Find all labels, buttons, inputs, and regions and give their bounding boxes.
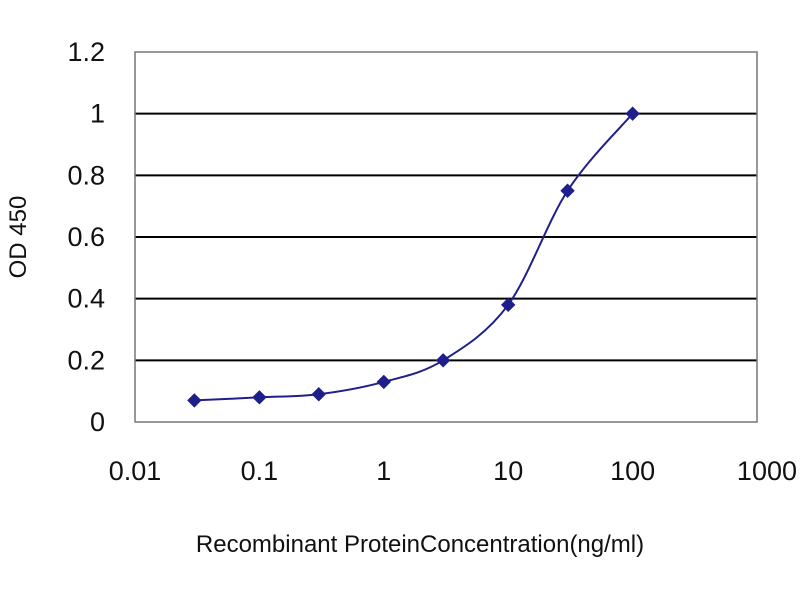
data-point-marker [560, 183, 575, 198]
y-tick-label: 0 [90, 407, 105, 437]
data-point-marker [252, 390, 267, 405]
data-point-marker [376, 374, 392, 390]
x-tick-label: 1 [376, 456, 391, 486]
data-point-marker [500, 297, 516, 313]
data-point-marker [625, 106, 640, 121]
y-tick-label: 1 [90, 99, 105, 129]
data-point-marker [435, 353, 451, 368]
data-series [187, 106, 640, 408]
x-axis-title: Recombinant ProteinConcentration(ng/ml) [196, 531, 644, 558]
x-tick-label: 0.01 [109, 456, 162, 486]
x-tick-label: 1000 [737, 456, 797, 486]
x-tick-label: 100 [610, 456, 655, 486]
plot-area [134, 51, 758, 423]
y-tick-label: 0.6 [67, 222, 105, 252]
y-tick-label: 0.8 [67, 160, 105, 190]
data-point-marker [187, 393, 202, 408]
axis-ticks: 0 0.2 0.4 0.6 0.8 1 1.2 0.01 0.1 1 10 100 1000 [67, 37, 797, 486]
x-tick-label: 0.1 [241, 456, 279, 486]
y-tick-label: 0.2 [67, 345, 105, 375]
gridlines [135, 112, 757, 362]
x-tick-label: 10 [493, 456, 523, 486]
data-point-marker [311, 387, 326, 402]
y-tick-label: 1.2 [67, 37, 105, 67]
series-line [194, 113, 634, 402]
y-tick-label: 0.4 [67, 284, 105, 314]
y-axis-title: OD 450 [5, 196, 32, 279]
